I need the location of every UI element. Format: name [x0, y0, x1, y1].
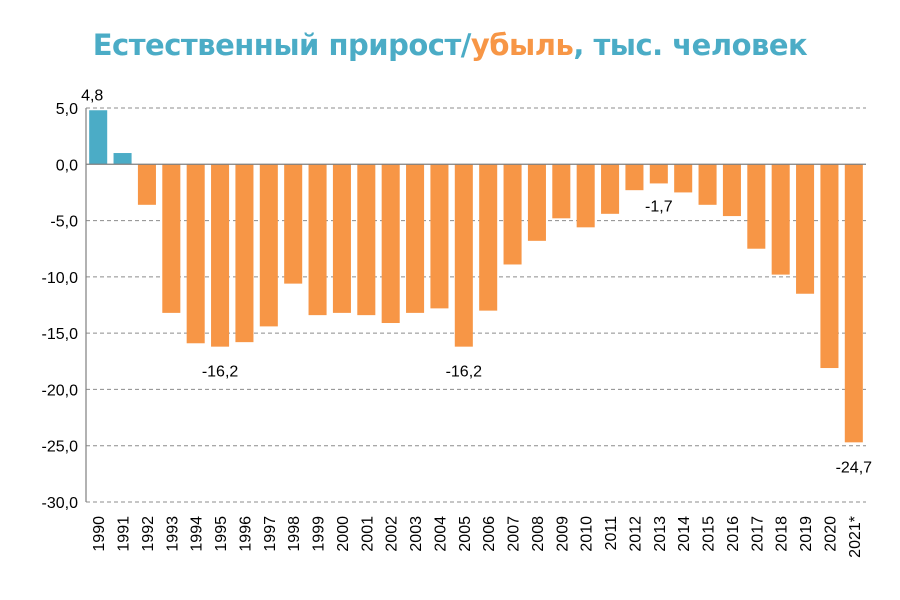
bar-2001 — [357, 164, 376, 316]
bar-2004 — [430, 164, 449, 309]
bar-2011 — [601, 164, 620, 214]
chart-title: Естественный прирост/убыль, тыс. человек — [0, 28, 900, 62]
bar-2006 — [479, 164, 498, 311]
bar-1999 — [308, 164, 327, 316]
data-label-background — [638, 196, 679, 217]
x-tick-label: 2007 — [506, 516, 523, 552]
bar-2017 — [747, 164, 766, 249]
bar-2019 — [796, 164, 815, 294]
x-tick-label: 2021* — [847, 516, 864, 558]
bar-1996 — [235, 164, 254, 343]
x-tick-label: 2016 — [725, 516, 742, 552]
bar-2003 — [406, 164, 425, 313]
data-label-2005: -16,2 — [446, 364, 483, 381]
x-tick-label: 2001 — [359, 516, 376, 552]
x-tick-label: 2002 — [384, 516, 401, 552]
x-tick-label: 2000 — [335, 516, 352, 552]
x-tick-label: 1992 — [140, 516, 157, 552]
x-tick-label: 2014 — [676, 516, 693, 552]
x-tick-label: 2005 — [457, 516, 474, 552]
x-tick-label: 2011 — [603, 516, 620, 551]
y-tick-label: -25,0 — [42, 439, 79, 456]
x-tick-label: 2018 — [774, 516, 791, 552]
labels: 5,0 0,0 -5,0 -10,0 -15,0 -20,0 -25,0 -30,0 1990 1… — [42, 87, 873, 558]
bar-1997 — [259, 164, 278, 327]
x-tick-label: 2019 — [798, 516, 815, 552]
x-tick-label: 1999 — [311, 516, 328, 552]
bar-2020 — [820, 164, 839, 369]
y-tick-label: -30,0 — [42, 495, 79, 512]
bar-2009 — [552, 164, 571, 219]
bar-1990 — [89, 110, 108, 165]
x-tick-label: 1997 — [262, 516, 279, 552]
x-tick-label: 1995 — [213, 516, 230, 552]
bar-2002 — [381, 164, 400, 324]
x-tick-label: 2009 — [554, 516, 571, 552]
bar-1993 — [162, 164, 181, 313]
data-label-2013: -1,7 — [645, 198, 673, 215]
y-tick-label: 0,0 — [56, 157, 78, 174]
x-tick-label: 1993 — [164, 516, 181, 552]
y-tick-label: -15,0 — [42, 326, 79, 343]
bar-2005 — [454, 164, 473, 347]
bar-1994 — [186, 164, 205, 344]
x-tick-label: 2006 — [481, 516, 498, 552]
bar-1992 — [137, 164, 156, 205]
y-tick-label: 5,0 — [56, 101, 78, 118]
bar-2015 — [698, 164, 717, 205]
bars — [89, 110, 863, 443]
bar-2010 — [576, 164, 595, 228]
y-tick-label: -20,0 — [42, 382, 79, 399]
bar-1998 — [284, 164, 303, 284]
data-label-1995: -16,2 — [202, 364, 239, 381]
x-tick-label: 2013 — [652, 516, 669, 552]
x-tick-label: 2015 — [701, 516, 718, 552]
data-label-1990: 4,8 — [81, 87, 103, 104]
x-tick-label: 2003 — [408, 516, 425, 552]
bar-2000 — [332, 164, 351, 313]
bar-2012 — [625, 164, 644, 191]
bar-2008 — [527, 164, 546, 241]
x-tick-label: 2012 — [627, 516, 644, 552]
y-tick-label: -10,0 — [42, 270, 79, 287]
x-tick-label: 1994 — [189, 516, 206, 552]
x-tick-label: 2017 — [749, 516, 766, 552]
data-label-2021: -24,7 — [836, 459, 873, 476]
bar-2021 — [844, 164, 863, 443]
x-tick-label: 1991 — [116, 516, 133, 552]
bar-2016 — [722, 164, 741, 217]
x-tick-label: 1990 — [91, 516, 108, 552]
bar-2013 — [649, 164, 668, 184]
chart-title-part3: , тыс. человек — [573, 28, 808, 62]
bar-2007 — [503, 164, 522, 265]
bar-1991 — [113, 153, 132, 165]
axes — [85, 108, 866, 502]
x-tick-label: 1996 — [237, 516, 254, 552]
bar-2014 — [674, 164, 693, 193]
bar-2018 — [771, 164, 790, 275]
y-tick-label: -5,0 — [50, 214, 78, 231]
x-tick-label: 2020 — [822, 516, 839, 552]
x-tick-label: 1998 — [286, 516, 303, 552]
chart-title-part1: Естественный прирост/ — [92, 28, 472, 62]
x-tick-label: 2008 — [530, 516, 547, 552]
chart-title-part2: убыль — [470, 28, 574, 62]
x-tick-label: 2010 — [579, 516, 596, 552]
bar-1995 — [211, 164, 230, 347]
x-tick-label: 2004 — [432, 516, 449, 552]
